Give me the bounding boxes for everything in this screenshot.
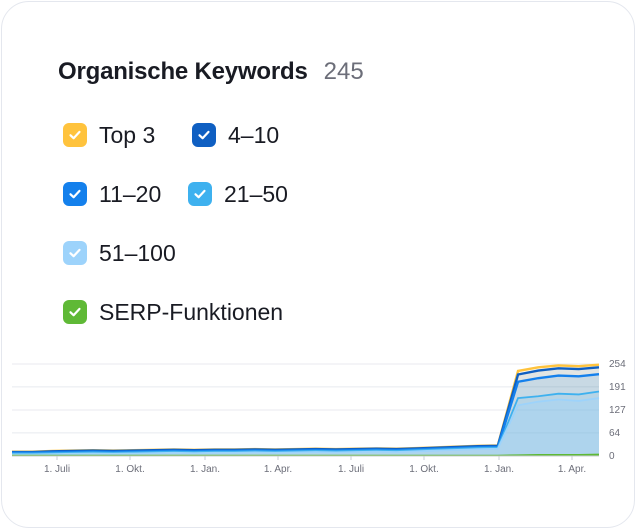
widget-title: Organische Keywords bbox=[58, 58, 308, 85]
area-1 bbox=[12, 364, 599, 456]
area-2 bbox=[12, 367, 599, 456]
chart-area: 254 191 127 64 0 1. Juli 1. Okt. 1. Jan. 1. Apr.… bbox=[2, 352, 634, 482]
legend-checkbox-3[interactable] bbox=[63, 182, 87, 206]
title-row: Organische Keywords 245 bbox=[58, 58, 364, 86]
y-tick-label: 64 bbox=[609, 428, 621, 439]
y-tick-label: 254 bbox=[609, 359, 626, 370]
legend-item-6[interactable]: SERP-Funktionen bbox=[63, 297, 283, 327]
series-line-5 bbox=[12, 397, 600, 456]
legend-label-1: Top 3 bbox=[99, 121, 156, 148]
legend-item-1[interactable]: Top 3 bbox=[63, 120, 155, 150]
area-5 bbox=[12, 398, 599, 456]
check-icon bbox=[69, 307, 81, 317]
check-icon bbox=[69, 248, 81, 258]
x-tick-label: 1. Jan. bbox=[190, 464, 220, 475]
legend-label-2: 4–10 bbox=[228, 121, 280, 148]
legend-item-2[interactable]: 4–10 bbox=[192, 120, 279, 150]
x-tick-label: 1. Okt. bbox=[409, 464, 438, 475]
legend-checkbox-5[interactable] bbox=[63, 241, 87, 265]
legend-label-5: 51–100 bbox=[99, 239, 176, 266]
check-icon bbox=[69, 189, 81, 199]
y-tick-label: 191 bbox=[609, 382, 626, 393]
legend-item-4[interactable]: 21–50 bbox=[188, 179, 288, 209]
x-tick-label: 1. Apr. bbox=[264, 464, 292, 475]
legend-label-3: 11–20 bbox=[99, 180, 162, 207]
y-tick-label: 127 bbox=[609, 405, 626, 416]
legend-item-3[interactable]: 11–20 bbox=[63, 179, 161, 209]
area-4 bbox=[12, 391, 599, 456]
keyword-count: 245 bbox=[323, 58, 364, 85]
legend-label-6: SERP-Funktionen bbox=[99, 298, 284, 325]
legend-item-5[interactable]: 51–100 bbox=[63, 238, 176, 268]
legend-checkbox-6[interactable] bbox=[63, 300, 87, 324]
check-icon bbox=[198, 130, 210, 140]
legend-label-4: 21–50 bbox=[224, 180, 288, 207]
x-tick-label: 1. Jan. bbox=[484, 464, 514, 475]
legend-checkbox-2[interactable] bbox=[192, 123, 216, 147]
x-tick-label: 1. Okt. bbox=[115, 464, 144, 475]
x-tick-label: 1. Juli bbox=[338, 464, 364, 475]
x-tick-label: 1. Juli bbox=[44, 464, 70, 475]
check-icon bbox=[69, 130, 81, 140]
x-tick-label: 1. Apr. bbox=[558, 464, 586, 475]
legend-checkbox-4[interactable] bbox=[188, 182, 212, 206]
keywords-chart: 254 191 127 64 0 1. Juli 1. Okt. 1. Jan. 1. Apr.… bbox=[12, 359, 626, 475]
area-3 bbox=[12, 374, 599, 456]
legend-checkbox-1[interactable] bbox=[63, 123, 87, 147]
y-tick-label: 0 bbox=[609, 451, 615, 462]
check-icon bbox=[194, 189, 206, 199]
